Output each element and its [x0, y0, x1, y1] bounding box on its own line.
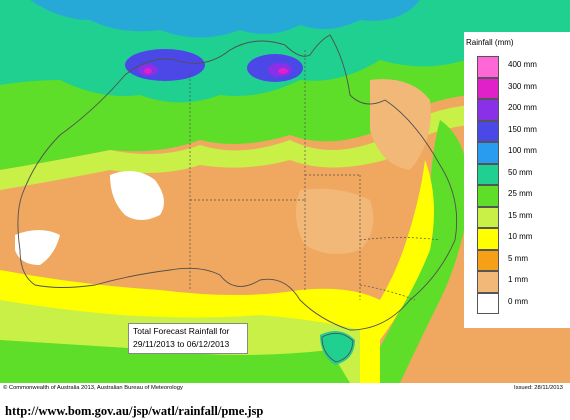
dry-zone-west — [110, 171, 164, 220]
legend-label: 5 mm — [508, 253, 528, 263]
map-title-line-2: 29/11/2013 to 06/12/2013 — [133, 339, 230, 349]
coastline — [17, 34, 458, 331]
map-title-line-1: Total Forecast Rainfall for — [133, 326, 230, 336]
legend-label: 15 mm — [508, 210, 533, 220]
legend-label: 300 mm — [508, 81, 537, 91]
legend-label: 1 mm — [508, 275, 528, 284]
legend-swatch — [477, 142, 499, 164]
legend-swatch — [477, 77, 499, 99]
legend-label: 400 mm — [508, 60, 537, 69]
legend-swatch — [477, 292, 499, 314]
tropical-blue-band — [30, 0, 420, 38]
issued-date: Issued: 28/11/2013 — [514, 385, 563, 391]
legend-swatch — [477, 99, 499, 121]
map-title-box: Total Forecast Rainfall for 29/11/2013 t… — [128, 323, 248, 354]
state-borders — [189, 50, 441, 301]
east-light-patch — [370, 79, 431, 170]
legend-label: 25 mm — [508, 189, 533, 198]
legend-swatch — [477, 228, 499, 250]
legend-swatch — [477, 185, 499, 207]
interior-light-patch — [296, 188, 374, 254]
heavy-rain-east-peak — [278, 68, 288, 74]
legend-swatch — [477, 56, 499, 78]
tasmania-outline — [321, 332, 354, 363]
heavy-rain-west-peak — [144, 68, 152, 74]
rainfall-map: Rainfall (mm) 400 mm 300 mm 200 mm 150 mm 10… — [0, 0, 570, 383]
legend-label: 10 mm — [508, 232, 533, 241]
legend-swatch — [477, 163, 499, 185]
tropical-yellow-fringe — [0, 105, 470, 190]
south-teal-band — [0, 340, 350, 383]
legend-label: 0 mm — [508, 296, 528, 306]
legend-label: 200 mm — [508, 103, 537, 112]
legend-swatch — [477, 271, 499, 293]
legend-label: 150 mm — [508, 124, 537, 134]
heavy-rain-west — [125, 49, 205, 81]
copyright-notice: © Commonwealth of Australia 2013, Austra… — [3, 385, 183, 391]
legend-label: 50 mm — [508, 167, 533, 177]
legend-title: Rainfall (mm) — [466, 38, 514, 47]
source-url: http://www.bom.gov.au/jsp/watl/rainfall/… — [5, 404, 264, 418]
legend-label: 100 mm — [508, 146, 537, 155]
dry-zone-southwest — [15, 230, 60, 265]
legend-swatch — [477, 249, 499, 271]
legend-swatch — [477, 206, 499, 228]
east-coast-green — [360, 120, 470, 383]
legend-swatch — [477, 120, 499, 142]
